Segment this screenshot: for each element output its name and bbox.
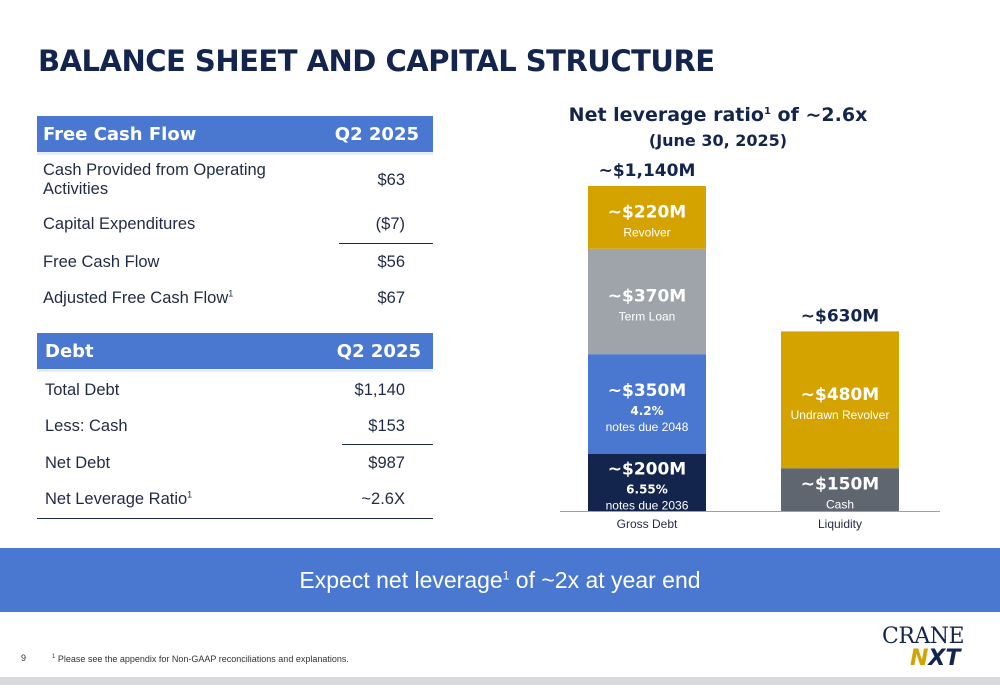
banner-text: Expect net leverage1 of ~2x at year end [299,566,701,593]
free-cash-flow-table: Free Cash Flow Q2 2025 Cash Provided fro… [37,116,433,316]
row-value: ($7) [375,214,405,233]
bar-segment [781,331,899,469]
table-row: Free Cash Flow $56 [37,244,433,280]
bar-total-label: ~$630M [801,306,879,326]
x-tick-label: Liquidity [818,517,862,531]
fcf-header-label: Free Cash Flow [43,123,197,145]
footnote-ref: 1 [187,489,193,499]
crane-nxt-logo: CRANE NXT [880,624,976,674]
table-row: Adjusted Free Cash Flow1 $67 [37,280,433,316]
row-value: $67 [377,288,405,307]
table-row: Less: Cash $153 [37,408,433,444]
segment-value-label: ~$480M [801,385,879,405]
row-value: $987 [368,453,405,472]
segment-value-label: ~$370M [608,286,686,306]
debt-header-period: Q2 2025 [336,340,421,362]
subtotal-divider [342,444,433,445]
segment-value-label: ~$220M [608,202,686,222]
fcf-header-period: Q2 2025 [334,123,419,145]
segment-description-label: Revolver [623,225,670,239]
segment-description-label: notes due 2048 [606,420,689,434]
row-value: ~2.6X [361,489,405,508]
capital-structure-chart: Net leverage ratio1 of ~2.6x (June 30, 2… [560,104,940,531]
logo-nxt-text: NXT [910,646,961,671]
bar-total-label: ~$1,140M [599,161,696,181]
bar-segment [588,354,706,454]
bar-segment [588,186,706,249]
debt-table-header: Debt Q2 2025 [37,333,433,372]
footnote-ref: 1 [228,288,234,298]
fcf-table-header: Free Cash Flow Q2 2025 [37,116,433,155]
table-row: Net Leverage Ratio1 ~2.6X [37,481,433,517]
chart-subtitle: (June 30, 2025) [649,131,787,150]
x-tick-label: Gross Debt [617,517,678,531]
segment-description-label: Undrawn Revolver [791,408,890,422]
segment-description-label: Term Loan [619,309,676,323]
row-label: Adjusted Free Cash Flow1 [43,288,234,307]
row-label: Net Leverage Ratio1 [45,489,193,508]
table-row: Total Debt $1,140 [37,372,433,408]
row-value: $56 [377,252,405,271]
debt-header-label: Debt [45,340,94,362]
row-label: Capital Expenditures [43,214,196,233]
bar-segment [588,248,706,355]
logo-crane-text: CRANE [882,624,965,649]
segment-rate-label: 6.55% [626,482,668,496]
bar-segment [588,453,706,511]
row-value: $1,140 [354,380,405,399]
segment-description-label: notes due 2036 [606,498,689,512]
row-label: Free Cash Flow [43,252,160,271]
page-number: 9 [21,653,27,663]
footnote: 1 Please see the appendix for Non-GAAP r… [52,654,349,664]
row-value: $153 [368,416,405,435]
page-title: BALANCE SHEET AND CAPITAL STRUCTURE [38,44,715,78]
segment-rate-label: 4.2% [630,404,663,418]
table-row: Net Debt $987 [37,445,433,481]
debt-table: Debt Q2 2025 Total Debt $1,140 Less: Cas… [37,333,433,519]
row-label: Total Debt [45,380,120,399]
row-label: Less: Cash [45,416,128,435]
segment-description-label: Cash [826,498,854,512]
outlook-banner: Expect net leverage1 of ~2x at year end [0,548,1000,612]
chart-title: Net leverage ratio1 of ~2.6x [569,104,868,126]
row-label: Net Debt [45,453,111,472]
row-label: Cash Provided from Operating Activities [43,161,266,198]
table-bottom-rule [37,518,433,519]
bar-segment [781,468,899,511]
row-value: $63 [377,170,405,189]
segment-value-label: ~$150M [801,475,879,495]
table-row: Capital Expenditures ($7) [37,205,433,243]
table-row: Cash Provided from Operating Activities … [37,155,433,205]
segment-value-label: ~$200M [608,459,686,479]
segment-value-label: ~$350M [608,381,686,401]
footer-strip [0,677,1000,685]
subtotal-divider [339,243,433,244]
